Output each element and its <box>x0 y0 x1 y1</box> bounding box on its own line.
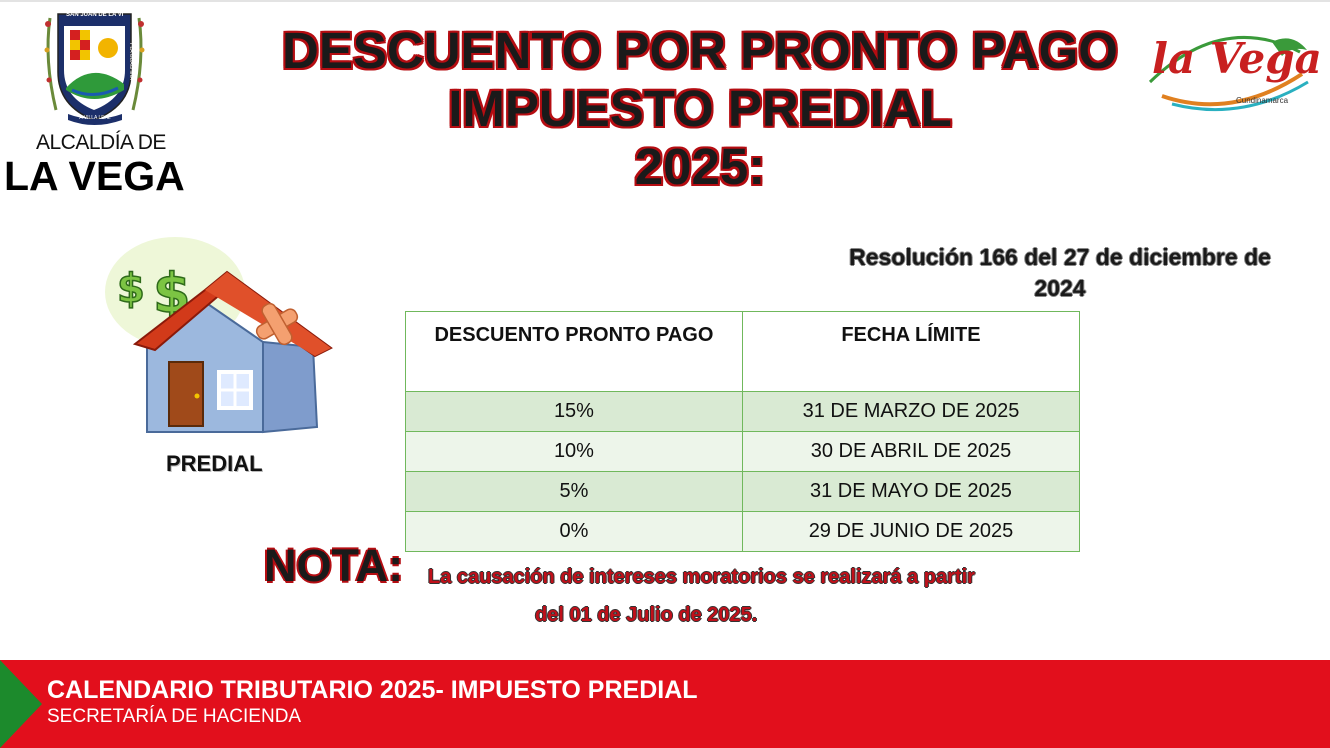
column-header-deadline: FECHA LÍMITE <box>741 311 1081 392</box>
discount-cell: 0% <box>405 511 743 552</box>
alcaldia-label: ALCALDÍA DE <box>36 131 166 154</box>
shield-motto-right: Y LA GUACHINA <box>128 41 135 81</box>
footer-green-triangle <box>0 660 42 748</box>
top-border-line <box>0 0 1330 2</box>
deadline-cell: 29 DE JUNIO DE 2025 <box>741 511 1081 552</box>
resolution-line-2: 2024 <box>1034 275 1086 301</box>
shield-motto-left: DE CHAMBATA <box>52 43 59 79</box>
resolution-reference: Resolución 166 del 27 de diciembre de 20… <box>800 242 1320 304</box>
predial-label: PREDIAL <box>166 451 263 476</box>
footer-banner: CALENDARIO TRIBUTARIO 2025- IMPUESTO PRE… <box>0 660 1330 748</box>
column-header-discount: DESCUENTO PRONTO PAGO <box>405 311 743 392</box>
resolution-line-1: Resolución 166 del 27 de diciembre de <box>849 244 1271 270</box>
title-line-3: 2025: <box>634 138 766 195</box>
table-row: 0% 29 DE JUNIO DE 2025 <box>405 511 1081 552</box>
table-header-row: DESCUENTO PRONTO PAGO FECHA LÍMITE <box>405 311 1081 392</box>
title-line-1: DESCUENTO POR PRONTO PAGO <box>282 22 1118 79</box>
note-text-line-1: La causación de intereses moratorios se … <box>428 566 975 588</box>
discount-cell: 10% <box>405 431 743 472</box>
table-row: 15% 31 DE MARZO DE 2025 <box>405 391 1081 432</box>
note-text-line-2: del 01 de Julio de 2025. <box>535 604 758 626</box>
shield-motto-bottom: A VILLA LEAL <box>79 115 111 121</box>
shield-motto-top: SAN JUAN DE LA VEGA <box>66 12 123 18</box>
brand-region: Cundinamarca <box>1236 96 1289 105</box>
discount-table: DESCUENTO PRONTO PAGO FECHA LÍMITE 15% 3… <box>405 311 1081 552</box>
dollar-sign-icon: $ <box>117 266 145 312</box>
footer-title: CALENDARIO TRIBUTARIO 2025- IMPUESTO PRE… <box>47 676 698 704</box>
table-row: 5% 31 DE MAYO DE 2025 <box>405 471 1081 512</box>
coat-of-arms: SAN JUAN DE LA VEGA DE CHAMBATA Y LA GUA… <box>42 10 147 128</box>
deadline-cell: 31 DE MARZO DE 2025 <box>741 391 1081 432</box>
footer-subtitle: SECRETARÍA DE HACIENDA <box>47 706 302 727</box>
table-row: 10% 30 DE ABRIL DE 2025 <box>405 431 1081 472</box>
discount-cell: 5% <box>405 471 743 512</box>
page-title: DESCUENTO POR PRONTO PAGO IMPUESTO PREDI… <box>250 22 1150 196</box>
deadline-cell: 30 DE ABRIL DE 2025 <box>741 431 1081 472</box>
alcaldia-logo: SAN JUAN DE LA VEGA DE CHAMBATA Y LA GUA… <box>0 10 190 199</box>
house-illustration: $ $ <box>95 232 340 447</box>
note-label: NOTA: <box>264 540 404 591</box>
discount-cell: 15% <box>405 391 743 432</box>
la-vega-brand-logo: la Vega Cundinamarca <box>1122 12 1322 122</box>
title-line-2: IMPUESTO PREDIAL <box>448 80 952 137</box>
deadline-cell: 31 DE MAYO DE 2025 <box>741 471 1081 512</box>
municipality-name: LA VEGA <box>4 153 185 199</box>
brand-wordmark: la Vega <box>1152 34 1322 83</box>
